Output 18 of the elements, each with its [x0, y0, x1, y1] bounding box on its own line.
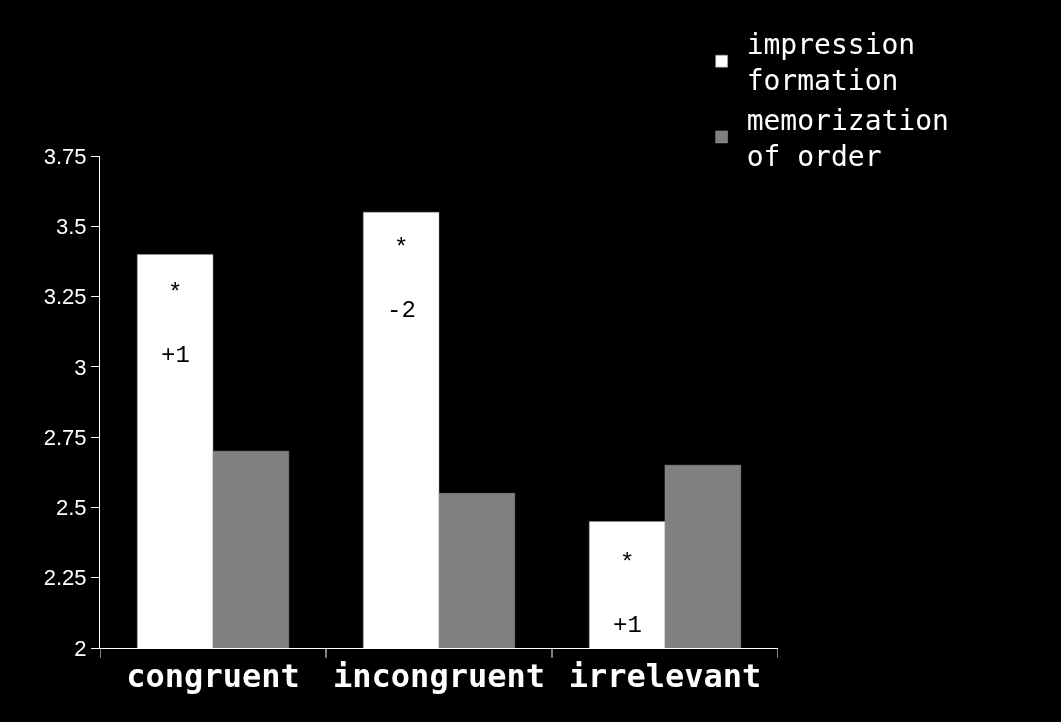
y-tick-label: 2 — [74, 635, 87, 661]
annotation: * — [394, 235, 409, 262]
x-tick-label: congruent — [126, 657, 300, 696]
y-tick-label: 3.25 — [43, 284, 87, 310]
y-tick-label: 3 — [74, 354, 87, 380]
legend-label: memorization of order — [746, 103, 949, 174]
x-tick-label: incongruent — [333, 657, 545, 696]
annotation: -2 — [387, 297, 416, 324]
y-tick-label: 3.75 — [43, 143, 87, 169]
x-tick-label: irrelevant — [568, 657, 762, 696]
annotation: * — [168, 280, 183, 307]
annotation: +1 — [161, 342, 190, 369]
y-tick-label: 2.5 — [56, 495, 87, 521]
y-tick-label: 3.5 — [56, 213, 87, 239]
annotation: +1 — [613, 612, 642, 639]
y-tick-label: 2.75 — [43, 424, 87, 450]
y-tick-label: 2.25 — [43, 565, 87, 591]
annotation: * — [620, 550, 635, 577]
